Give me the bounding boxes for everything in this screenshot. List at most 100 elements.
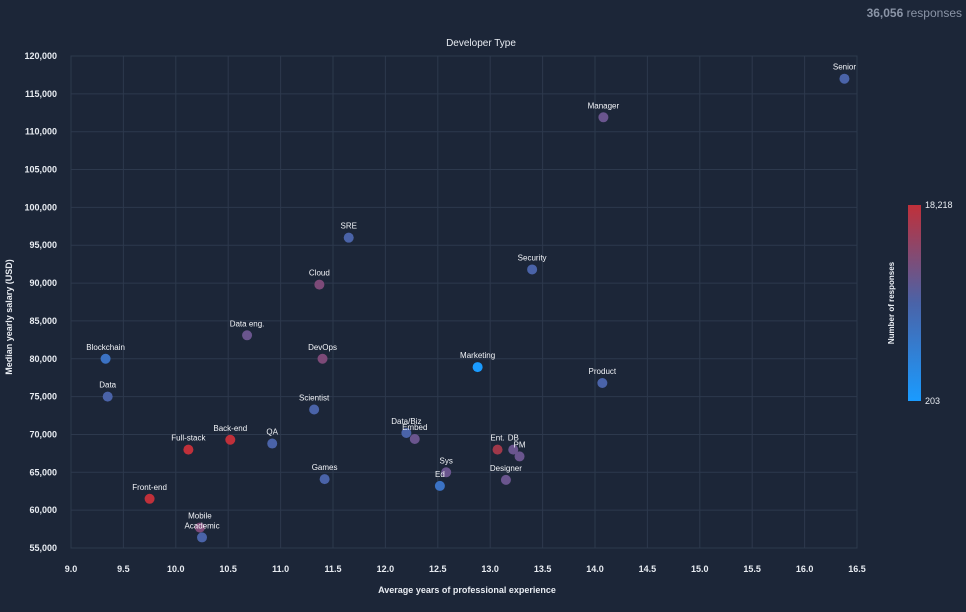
data-point xyxy=(183,444,194,455)
data-point xyxy=(839,73,850,84)
x-tick-label: 11.0 xyxy=(272,564,289,574)
y-tick-label: 80,000 xyxy=(29,354,57,364)
x-tick-label: 9.5 xyxy=(117,564,130,574)
data-point-label: Designer xyxy=(490,464,522,473)
data-point-label: Blockchain xyxy=(86,343,125,352)
data-point-label: Front-end xyxy=(132,483,167,492)
data-point xyxy=(401,427,412,438)
data-point-label: Games xyxy=(312,463,338,472)
data-point-label: Scientist xyxy=(299,393,330,402)
x-tick-label: 12.5 xyxy=(429,564,447,574)
responses-counter: 36,056 responses xyxy=(867,6,962,20)
data-point-label: Full-stack xyxy=(171,434,206,443)
x-tick-label: 10.0 xyxy=(167,564,185,574)
data-point xyxy=(197,532,207,543)
data-point-label: Sys xyxy=(440,456,453,465)
plot-frame xyxy=(70,55,858,549)
data-point xyxy=(527,264,538,275)
colorbar: 18,218 203 Number of responses xyxy=(887,200,953,406)
data-point-label: Embed xyxy=(402,423,427,432)
data-point-label: Data/Biz xyxy=(391,417,421,426)
x-tick-label: 15.0 xyxy=(691,564,709,574)
data-point-label: Ed xyxy=(435,470,445,479)
data-point-label: Cloud xyxy=(309,269,330,278)
data-point-label: QA xyxy=(266,428,278,437)
y-tick-label: 75,000 xyxy=(29,392,57,402)
responses-count: 36,056 xyxy=(866,6,904,20)
y-tick-label: 60,000 xyxy=(29,505,57,515)
data-point-label: PM xyxy=(514,440,526,449)
y-tick-label: 110,000 xyxy=(25,127,57,137)
x-tick-label: 15.5 xyxy=(743,564,761,574)
data-point-label: Academic xyxy=(184,521,219,530)
data-point xyxy=(598,112,609,123)
y-tick-label: 95,000 xyxy=(29,240,57,250)
data-point-label: Data xyxy=(99,381,116,390)
colorbar-min-label: 203 xyxy=(925,396,940,406)
data-point xyxy=(225,434,236,445)
data-point xyxy=(441,467,452,478)
data-point xyxy=(267,438,278,449)
chart-title: Developer Type xyxy=(446,38,516,49)
x-tick-label: 16.0 xyxy=(796,564,814,574)
y-tick-label: 115,000 xyxy=(25,89,57,99)
y-tick-label: 65,000 xyxy=(29,467,57,477)
grid xyxy=(70,55,858,549)
data-point xyxy=(343,232,354,243)
x-tick-label: 14.0 xyxy=(586,564,604,574)
data-point-label: Product xyxy=(589,367,617,376)
data-point xyxy=(309,404,320,415)
tick-labels: 9.0 9.5 10.0 10.5 11.0 11.5 12.0 12.5 13.0 13.5 14… xyxy=(24,51,865,574)
data-point xyxy=(319,474,330,485)
data-point xyxy=(144,493,155,504)
data-point xyxy=(472,362,483,373)
y-tick-label: 105,000 xyxy=(24,165,57,175)
data-point-label: DB xyxy=(508,434,519,443)
x-tick-label: 14.5 xyxy=(639,564,657,574)
data-point-label: DevOps xyxy=(308,343,337,352)
data-point-label: Manager xyxy=(588,101,620,110)
data-point-label: Senior xyxy=(833,63,856,72)
y-tick-label: 55,000 xyxy=(29,543,57,553)
data-point-label: Data eng. xyxy=(230,319,265,328)
x-tick-label: 9.0 xyxy=(65,564,78,574)
data-point xyxy=(508,444,519,455)
y-tick-label: 100,000 xyxy=(24,202,57,212)
data-point-label: Marketing xyxy=(460,351,495,360)
data-point xyxy=(314,279,325,290)
data-point-label: Mobile xyxy=(188,512,212,521)
y-axis-label: Median yearly salary (USD) xyxy=(4,259,14,375)
data-point-label: Security xyxy=(518,253,547,262)
data-point-label: Ent. xyxy=(490,434,504,443)
x-axis-label: Average years of professional experience xyxy=(378,585,556,595)
x-tick-label: 13.0 xyxy=(481,564,499,574)
data-point xyxy=(194,522,205,533)
x-tick-label: 10.5 xyxy=(219,564,237,574)
data-point xyxy=(434,480,445,491)
data-point-label: SRE xyxy=(340,222,356,231)
colorbar-max-label: 18,218 xyxy=(925,200,953,210)
data-point xyxy=(102,391,113,402)
data-points: Senior Manager SRE Security Cloud Data eng. Bl… xyxy=(86,63,856,543)
data-point xyxy=(100,353,111,364)
y-tick-label: 70,000 xyxy=(29,429,57,439)
data-point xyxy=(514,451,525,462)
y-tick-label: 85,000 xyxy=(29,316,57,326)
data-point xyxy=(409,434,420,445)
y-tick-label: 90,000 xyxy=(29,278,57,288)
y-tick-label: 120,000 xyxy=(24,51,57,61)
x-tick-label: 13.5 xyxy=(534,564,552,574)
data-point xyxy=(597,377,608,388)
colorbar-title: Number of responses xyxy=(887,261,896,344)
data-point xyxy=(242,330,253,341)
data-point xyxy=(500,474,511,485)
data-point xyxy=(492,444,503,455)
x-tick-label: 12.0 xyxy=(377,564,395,574)
colorbar-scale xyxy=(908,205,921,401)
responses-label: responses xyxy=(906,6,962,20)
x-tick-label: 11.5 xyxy=(324,564,341,574)
data-point xyxy=(317,353,328,364)
data-point-label: Back-end xyxy=(213,424,247,433)
